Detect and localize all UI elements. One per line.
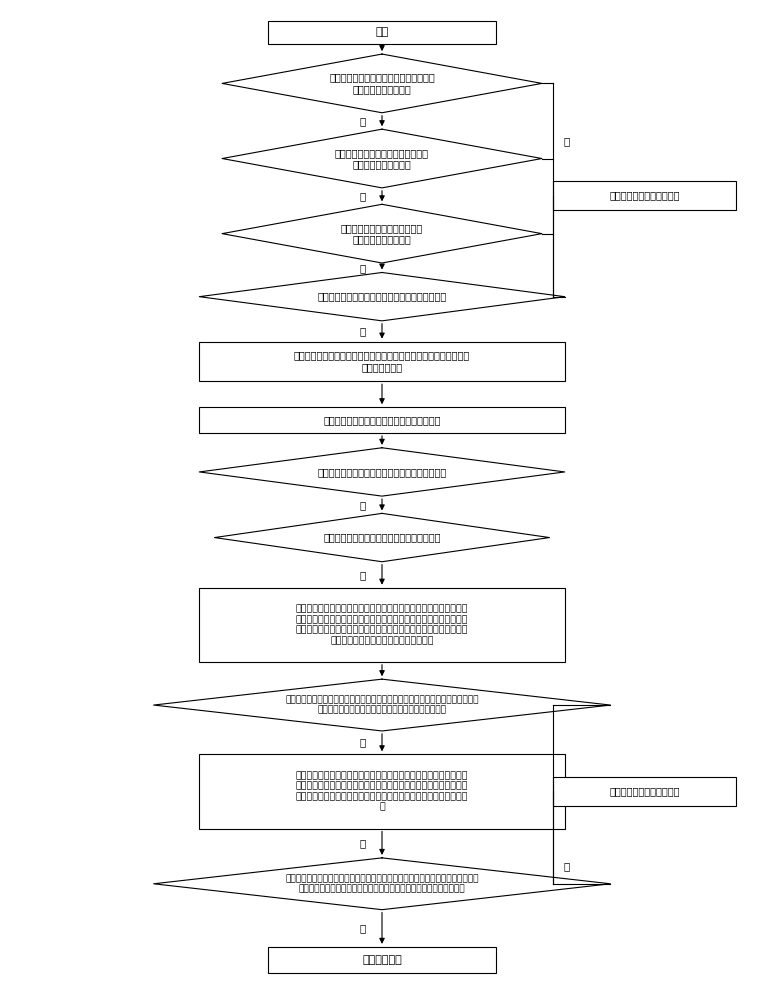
Text: 是: 是 xyxy=(360,326,366,336)
Polygon shape xyxy=(154,858,610,910)
Text: 确认分检完成: 确认分检完成 xyxy=(362,955,402,965)
Bar xyxy=(199,588,565,662)
Text: 是: 是 xyxy=(360,191,366,201)
Text: 是: 是 xyxy=(360,838,366,848)
Polygon shape xyxy=(199,272,565,321)
Polygon shape xyxy=(154,679,610,731)
Bar xyxy=(268,21,496,44)
Text: 是: 是 xyxy=(360,923,366,933)
Polygon shape xyxy=(222,54,542,113)
Text: 按照预设对应报警信号报警: 按照预设对应报警信号报警 xyxy=(610,191,680,201)
Text: 通过物料放置单元确定需投放物料的料道入口处后，结合机器人当前
位置信息，调用预设数据库内对应的智能机器人的物料投放路线，控
制智能机器人移动至对应料道入口处，并: 通过物料放置单元确定需投放物料的料道入口处后，结合机器人当前 位置信息，调用预设… xyxy=(296,771,468,811)
Bar xyxy=(199,407,565,433)
Text: 启动: 启动 xyxy=(375,27,389,37)
Polygon shape xyxy=(222,204,542,263)
Text: 通过智能机器人初始化单元初始化智能机器人，控制智能机器人返回
至预设原点位置: 通过智能机器人初始化单元初始化智能机器人，控制智能机器人返回 至预设原点位置 xyxy=(294,351,470,372)
Bar xyxy=(199,754,565,829)
Polygon shape xyxy=(215,513,549,562)
Text: 实时检测加工物料的机床的当前工作状态信息: 实时检测加工物料的机床的当前工作状态信息 xyxy=(323,415,441,425)
Text: 通过打码机报警单元判断打码机
是否为正常无报警状态: 通过打码机报警单元判断打码机 是否为正常无报警状态 xyxy=(341,223,423,244)
Bar xyxy=(553,777,736,806)
Text: 是: 是 xyxy=(360,263,366,273)
Text: 是: 是 xyxy=(360,570,366,580)
Text: 通过设备报警单元判断当前物料分检系统
是否为正常无报警状态: 通过设备报警单元判断当前物料分检系统 是否为正常无报警状态 xyxy=(329,73,435,94)
Bar xyxy=(199,342,565,381)
Polygon shape xyxy=(222,129,542,188)
Text: 通过料道报警单元判断料道是否为正常无报警状态: 通过料道报警单元判断料道是否为正常无报警状态 xyxy=(317,292,447,302)
Text: 判断当前机床的工作状态信息是否为加工完成状态: 判断当前机床的工作状态信息是否为加工完成状态 xyxy=(317,467,447,477)
Text: 通过判断松开到位单元在智能机器人移动至对应料道入口处，并将抓取的物料放置
料道入口处时，按照预设判断规则判断智能机器人的手爪是否松开到位: 通过判断松开到位单元在智能机器人移动至对应料道入口处，并将抓取的物料放置 料道入… xyxy=(285,874,479,893)
Text: 通过抓紧到位单元在智能机器人抓取机床上的物料时，开始计时，并间隔预设时间
后，按照预设判断规则判断智能机器人的手爪是否抓紧: 通过抓紧到位单元在智能机器人抓取机床上的物料时，开始计时，并间隔预设时间 后，按… xyxy=(285,695,479,715)
Bar xyxy=(268,947,496,973)
Text: 确认当前料道入口处状态是否为入口无料状态: 确认当前料道入口处状态是否为入口无料状态 xyxy=(323,533,441,543)
Text: 是: 是 xyxy=(360,116,366,126)
Text: 否: 否 xyxy=(564,136,570,146)
Text: 是: 是 xyxy=(360,500,366,510)
Bar xyxy=(553,181,736,210)
Text: 是: 是 xyxy=(360,738,366,748)
Text: 否: 否 xyxy=(564,862,570,872)
Text: 通过移动抓取控制单元获取当前待抓取的物料的线号信息，并根据获
取的线号信息，确定需要抓取物料的物料抓取点，结合智能机器人当
前位置信息，调用预设数据库内对应的智: 通过移动抓取控制单元获取当前待抓取的物料的线号信息，并根据获 取的线号信息，确定… xyxy=(296,605,468,645)
Text: 按照预设对应报警信号报警: 按照预设对应报警信号报警 xyxy=(610,786,680,796)
Text: 通过机器人报警单元判断智能机器人
是否为正常无报警状态: 通过机器人报警单元判断智能机器人 是否为正常无报警状态 xyxy=(335,148,429,169)
Polygon shape xyxy=(199,448,565,496)
